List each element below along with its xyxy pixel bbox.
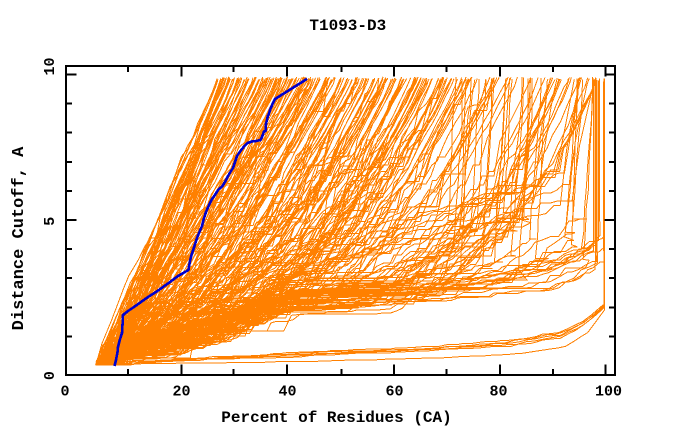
svg-text:Percent of Residues (CA): Percent of Residues (CA) [221, 409, 451, 427]
svg-text:20: 20 [172, 383, 190, 400]
svg-text:T1093-D3: T1093-D3 [309, 17, 386, 35]
svg-text:0: 0 [42, 371, 59, 380]
svg-text:60: 60 [385, 383, 403, 400]
svg-text:10: 10 [42, 57, 59, 75]
svg-text:80: 80 [489, 383, 507, 400]
svg-text:100: 100 [595, 383, 622, 400]
svg-text:5: 5 [42, 217, 59, 226]
svg-text:40: 40 [278, 383, 296, 400]
svg-text:Distance Cutoff, A: Distance Cutoff, A [10, 146, 29, 330]
svg-text:0: 0 [60, 383, 69, 400]
